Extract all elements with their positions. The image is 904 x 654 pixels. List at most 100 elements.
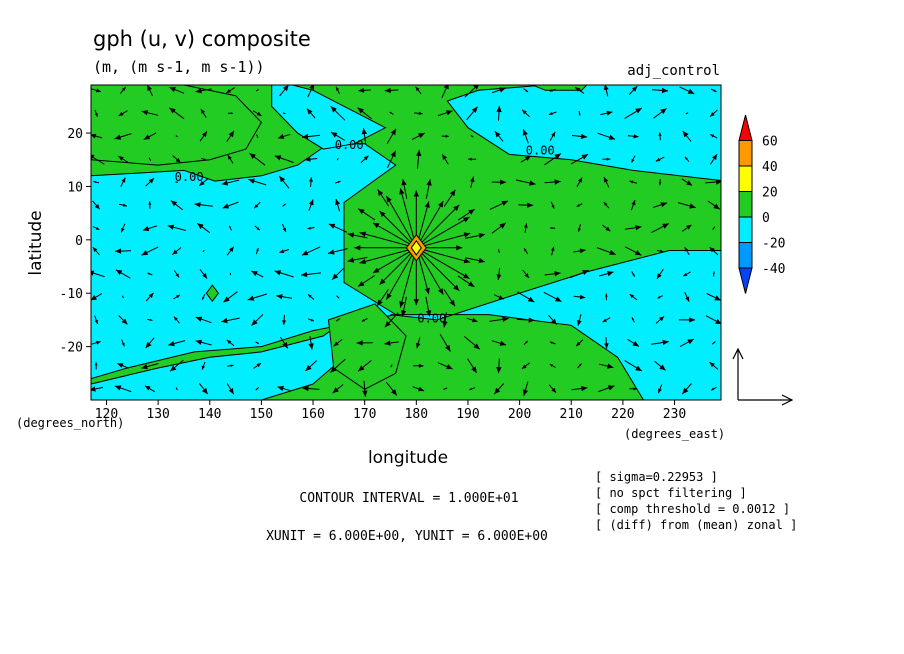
wind-arrowhead bbox=[308, 343, 314, 350]
colorbar-segment bbox=[738, 242, 753, 269]
wind-arrowhead bbox=[149, 159, 151, 161]
wind-arrowhead bbox=[94, 204, 100, 210]
wind-arrowhead bbox=[335, 199, 341, 206]
run-label: adj_control bbox=[627, 63, 720, 79]
wind-arrowhead bbox=[551, 204, 555, 209]
wind-arrowhead bbox=[424, 201, 430, 208]
wind-arrowhead bbox=[686, 224, 692, 230]
wind-arrowhead bbox=[202, 273, 208, 279]
wind-arrowhead bbox=[284, 112, 286, 114]
wind-arrowhead bbox=[372, 267, 380, 273]
negative-region bbox=[271, 85, 387, 150]
wind-arrowhead bbox=[399, 301, 405, 308]
wind-arrowhead bbox=[277, 385, 284, 392]
wind-arrowhead bbox=[256, 134, 258, 137]
wind-arrowhead bbox=[96, 88, 101, 93]
wind-arrowhead bbox=[478, 257, 485, 264]
wind-arrowhead bbox=[227, 155, 232, 160]
wind-arrowhead bbox=[629, 180, 634, 184]
wind-arrowhead bbox=[449, 189, 456, 197]
wind-arrowhead bbox=[416, 149, 422, 157]
wind-arrowhead bbox=[282, 342, 288, 349]
wind-arrowhead bbox=[686, 180, 693, 186]
wind-arrowhead bbox=[169, 87, 176, 93]
wind-arrowhead bbox=[175, 157, 181, 163]
wind-arrowhead bbox=[471, 366, 477, 373]
wind-arrowhead bbox=[115, 248, 122, 254]
small-positive-feature bbox=[205, 284, 219, 303]
wind-arrowhead bbox=[91, 295, 97, 301]
wind-arrowhead bbox=[228, 388, 234, 395]
wind-arrowhead bbox=[201, 365, 205, 370]
wind-arrowhead bbox=[274, 270, 282, 276]
wind-arrowhead bbox=[685, 296, 690, 302]
wind-arrowhead bbox=[148, 201, 152, 205]
wind-arrowhead bbox=[221, 180, 229, 186]
wind-arrowhead bbox=[418, 111, 423, 116]
wind-arrowhead bbox=[442, 321, 448, 328]
wind-arrowhead bbox=[502, 316, 509, 322]
wind-arrowhead bbox=[578, 113, 581, 116]
wind-arrowhead bbox=[256, 248, 259, 252]
wind-arrowhead bbox=[308, 294, 312, 298]
wind-arrowhead bbox=[632, 341, 639, 347]
wind-arrowhead bbox=[194, 202, 201, 208]
wind-arrowhead bbox=[358, 365, 365, 372]
wind-arrowhead bbox=[683, 272, 688, 277]
reference-vector bbox=[732, 347, 794, 406]
wind-arrowhead bbox=[390, 150, 396, 158]
wind-arrowhead bbox=[94, 113, 98, 117]
wind-arrow bbox=[385, 254, 413, 300]
wind-arrowhead bbox=[199, 180, 205, 186]
wind-arrowhead bbox=[684, 156, 688, 160]
info-threshold: [ comp threshold = 0.0012 ] bbox=[595, 502, 790, 516]
wind-arrowhead bbox=[176, 294, 180, 299]
wind-arrowhead bbox=[550, 227, 553, 230]
wind-arrowhead bbox=[711, 387, 715, 391]
wind-arrowhead bbox=[463, 258, 471, 264]
wind-arrow bbox=[423, 251, 470, 280]
x-axis-ticks: 120 130 140 150 160 170 180 190 200 210 220 230 bbox=[95, 400, 686, 422]
wind-arrowhead bbox=[254, 204, 259, 209]
wind-arrowhead bbox=[710, 112, 715, 117]
y-tick-label: 20 bbox=[67, 127, 83, 142]
wind-arrowhead bbox=[256, 227, 260, 231]
colorbar-label: 0 bbox=[762, 211, 770, 226]
wind-arrowhead bbox=[634, 250, 642, 256]
wind-arrowhead bbox=[386, 293, 392, 300]
wind-arrow bbox=[399, 187, 415, 241]
wind-arrowhead bbox=[426, 179, 432, 186]
wind-arrowhead bbox=[632, 273, 635, 277]
x-tick-label: 220 bbox=[611, 407, 634, 422]
wind-arrowhead bbox=[468, 157, 472, 161]
x-tick-label: 170 bbox=[353, 407, 376, 422]
wind-arrowhead bbox=[148, 178, 155, 184]
wind-arrowhead bbox=[446, 110, 453, 116]
wind-arrowhead bbox=[228, 130, 234, 138]
center-marker bbox=[405, 234, 427, 262]
wind-arrowhead bbox=[659, 364, 666, 371]
wind-arrowhead bbox=[658, 132, 662, 136]
wind-arrowhead bbox=[167, 224, 175, 230]
x-tick-label: 160 bbox=[301, 407, 324, 422]
wind-arrowhead bbox=[554, 271, 561, 277]
wind-arrowhead bbox=[358, 87, 365, 93]
wind-arrowhead bbox=[309, 177, 313, 182]
wind-arrowhead bbox=[445, 344, 451, 352]
wind-arrowhead bbox=[148, 292, 154, 298]
wind-arrowhead bbox=[633, 387, 638, 391]
x-tick-label: 210 bbox=[560, 407, 583, 422]
wind-arrowhead bbox=[195, 339, 202, 345]
wind-arrowhead bbox=[712, 154, 717, 160]
colorbar-label: 20 bbox=[762, 186, 778, 201]
wind-arrowhead bbox=[413, 190, 419, 197]
wind-arrowhead bbox=[223, 296, 230, 303]
wind-arrowhead bbox=[468, 209, 475, 215]
wind-arrowhead bbox=[384, 340, 391, 346]
wind-arrowhead bbox=[554, 296, 562, 302]
wind-arrowhead bbox=[337, 318, 340, 321]
wind-arrow bbox=[372, 222, 410, 245]
unit-scale-text: XUNIT = 6.000E+00, YUNIT = 6.000E+00 bbox=[266, 529, 548, 544]
wind-arrowhead bbox=[401, 179, 407, 186]
wind-arrowhead bbox=[200, 109, 206, 114]
